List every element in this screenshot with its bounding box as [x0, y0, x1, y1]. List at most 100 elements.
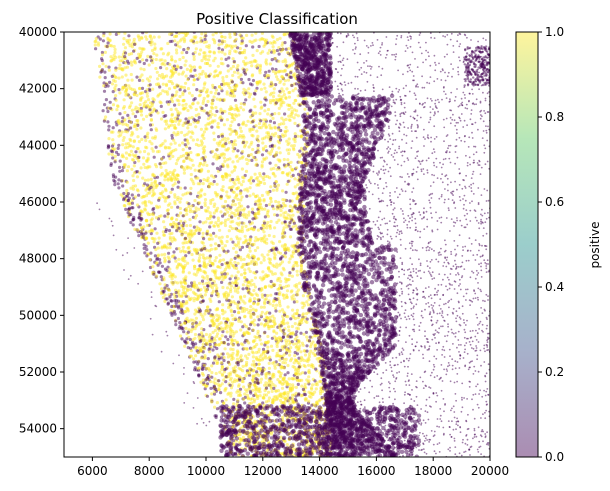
scatter-point — [109, 162, 113, 166]
scatter-point — [176, 316, 180, 321]
scatter-point — [269, 344, 274, 348]
scatter-point — [212, 231, 216, 235]
scatter-point — [252, 282, 256, 286]
scatter-point — [174, 319, 178, 323]
scatter-point — [156, 77, 160, 81]
scatter-point — [174, 48, 179, 52]
scatter-point — [118, 169, 122, 173]
scatter-point — [264, 144, 268, 149]
scatter-point — [268, 123, 272, 127]
scatter-point — [256, 381, 260, 385]
scatter-point — [183, 321, 187, 325]
scatter-point — [287, 339, 291, 343]
scatter-point — [300, 318, 304, 322]
scatter-point — [241, 325, 245, 329]
scatter-point — [187, 156, 191, 160]
scatter-point — [251, 388, 255, 392]
scatter-point — [180, 294, 184, 298]
scatter-point — [178, 206, 182, 211]
scatter-point — [187, 271, 191, 275]
scatter-point — [165, 122, 169, 126]
scatter-point — [155, 128, 159, 132]
scatter-point — [210, 261, 214, 265]
scatter-point — [171, 170, 175, 174]
scatter-point — [201, 275, 205, 279]
scatter-point — [283, 79, 287, 83]
scatter-point — [285, 64, 289, 68]
scatter-point — [231, 160, 235, 164]
scatter-point — [268, 41, 272, 45]
scatter-point — [237, 123, 241, 127]
scatter-point — [260, 193, 264, 198]
scatter-point — [152, 35, 156, 39]
scatter-point — [201, 295, 205, 300]
scatter-point — [252, 302, 256, 306]
scatter-point — [182, 159, 186, 164]
scatter-point — [209, 386, 213, 390]
scatter-point — [104, 115, 108, 119]
scatter-point — [175, 83, 179, 87]
scatter-point — [184, 152, 188, 156]
scatter-point — [309, 349, 313, 353]
scatter-point — [286, 78, 291, 82]
scatter-point — [221, 258, 226, 262]
scatter-point — [288, 171, 292, 175]
scatter-point — [228, 35, 232, 39]
scatter-point — [294, 345, 298, 349]
scatter-point — [287, 377, 291, 381]
scatter-point — [148, 258, 152, 262]
scatter-point — [272, 166, 276, 170]
scatter-point — [269, 293, 273, 297]
scatter-point — [188, 64, 192, 68]
scatter-point — [149, 185, 153, 189]
scatter-point — [285, 443, 289, 447]
scatter-point — [133, 61, 138, 65]
scatter-point — [205, 394, 209, 398]
scatter-point — [268, 269, 272, 273]
scatter-point — [298, 149, 302, 153]
scatter-point — [193, 332, 198, 337]
scatter-point — [166, 53, 170, 57]
scatter-point — [169, 175, 173, 179]
scatter-point — [138, 46, 142, 50]
scatter-point — [179, 211, 183, 215]
scatter-point — [111, 156, 115, 160]
scatter-point — [118, 165, 122, 169]
scatter-point — [168, 237, 172, 241]
scatter-point — [201, 253, 205, 257]
scatter-point — [236, 277, 240, 281]
scatter-point — [205, 229, 210, 233]
scatter-point — [157, 198, 161, 202]
scatter-point — [213, 377, 217, 381]
scatter-point — [283, 373, 287, 377]
scatter-point — [240, 225, 244, 229]
scatter-point — [278, 151, 282, 155]
scatter-point — [167, 257, 171, 261]
scatter-point — [262, 226, 266, 230]
scatter-point — [268, 260, 272, 264]
scatter-point — [275, 75, 279, 79]
scatter-point — [117, 186, 121, 190]
scatter-point — [213, 338, 217, 342]
scatter-point — [129, 120, 133, 124]
scatter-point — [129, 52, 134, 56]
scatter-point — [252, 312, 256, 316]
scatter-point — [137, 216, 141, 220]
scatter-point — [179, 186, 183, 190]
scatter-point — [279, 324, 283, 328]
scatter-point — [293, 177, 297, 181]
scatter-point — [297, 356, 301, 360]
scatter-point — [287, 47, 291, 51]
scatter-point — [281, 76, 285, 80]
scatter-point — [259, 377, 264, 381]
scatter-point — [155, 70, 159, 74]
scatter-point — [96, 41, 100, 45]
scatter-point — [168, 295, 172, 299]
scatter-point — [220, 42, 224, 46]
scatter-point — [219, 321, 223, 325]
scatter-point — [181, 227, 185, 231]
scatter-point — [113, 50, 117, 55]
scatter-point — [242, 397, 246, 401]
scatter-point — [138, 103, 142, 107]
scatter-point — [132, 171, 137, 175]
